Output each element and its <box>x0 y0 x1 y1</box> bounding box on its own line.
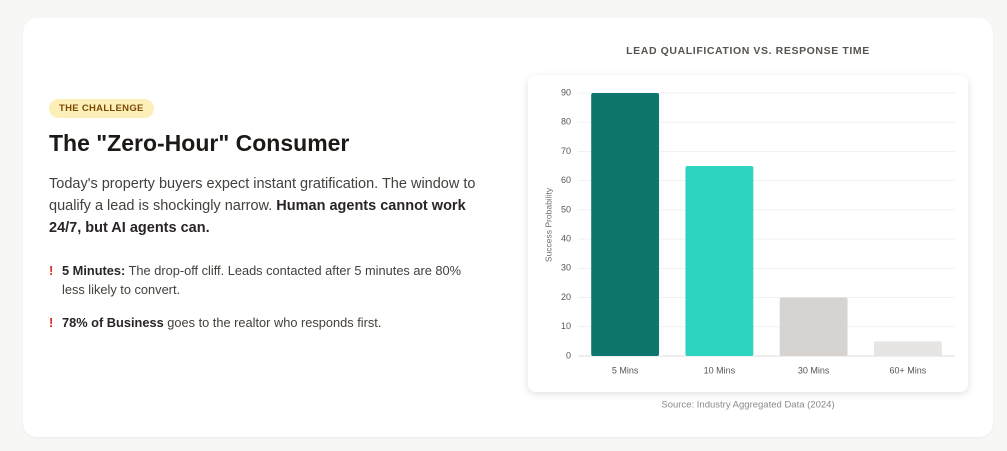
bar <box>873 341 942 356</box>
intro: Today's property buyers expect instant g… <box>49 173 479 239</box>
bullet-text: goes to the realtor who responds first. <box>167 315 382 330</box>
x-tick-label: 60+ Mins <box>889 365 926 375</box>
source: Source: Industry Aggregated Data (2024) <box>661 400 834 411</box>
bar <box>591 93 660 356</box>
intro-text: Today's property buyers expect instant g… <box>49 176 476 214</box>
y-tick-label: 20 <box>561 292 571 302</box>
x-tick-label: 10 Mins <box>704 365 736 375</box>
y-tick-label: 90 <box>561 87 571 97</box>
bullet-marker: ! <box>49 315 54 330</box>
y-axis-title: Success Probability <box>543 187 553 262</box>
y-tick-label: 80 <box>561 117 571 127</box>
badge: THE CHALLENGE <box>49 99 154 118</box>
y-tick-label: 50 <box>561 204 571 214</box>
bullet: ! 5 Minutes: The drop-off cliff. Leads co… <box>49 261 479 299</box>
y-tick-label: 30 <box>561 263 571 273</box>
y-tick-label: 40 <box>561 233 571 243</box>
chart-title: LEAD QUALIFICATION VS. RESPONSE TIME <box>626 45 870 57</box>
x-tick-label: 30 Mins <box>798 365 830 375</box>
bullet-text: The drop-off cliff. Leads contacted afte… <box>62 263 462 297</box>
x-tick-label: 5 Mins <box>612 365 639 375</box>
bar <box>685 166 754 356</box>
y-tick-label: 0 <box>566 350 571 360</box>
bullet-bold: 5 Minutes: <box>62 263 126 278</box>
bullet-bold: 78% of Business <box>62 315 164 330</box>
y-tick-label: 60 <box>561 175 571 185</box>
intro-bold: Human agents cannot work 24/7, but AI ag… <box>49 198 466 236</box>
bullet-marker: ! <box>49 263 54 278</box>
heading: The "Zero-Hour" Consumer <box>49 130 350 156</box>
y-tick-label: 10 <box>561 321 571 331</box>
bullet-list: ! 5 Minutes: The drop-off cliff. Leads co… <box>49 261 479 346</box>
y-tick-label: 70 <box>561 146 571 156</box>
bar <box>779 297 848 356</box>
bullet: ! 78% of Business goes to the realtor who… <box>49 313 479 332</box>
